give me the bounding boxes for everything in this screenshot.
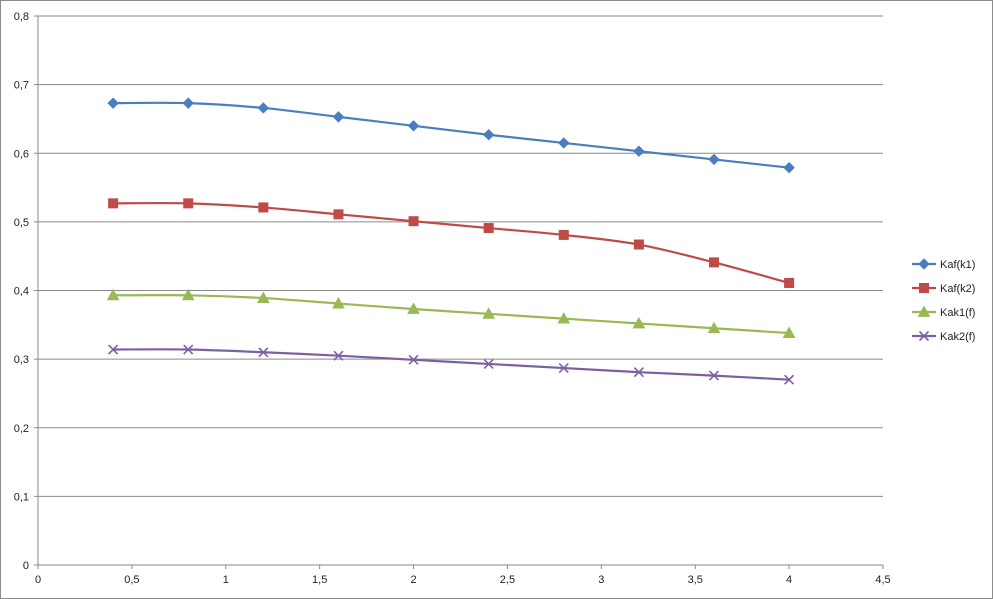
data-point [633,145,645,157]
data-point-stroke [108,344,119,355]
legend-label: Kaf(k2) [940,283,975,295]
y-tick-label: 0,5 [14,217,29,229]
data-point [407,302,420,314]
legend: Kaf(k1) Kaf(k2) Kak1(f) Kak2(f) [912,258,975,343]
data-point-stroke [708,370,720,381]
x-tick-label: 2 [410,574,416,586]
x-tick-label: 3,5 [688,574,703,586]
x-tick-label: 0,5 [124,574,139,586]
data-point [333,209,344,220]
y-tick-label: 0,2 [14,423,29,435]
legend-label: Kaf(k1) [940,259,975,271]
x-tick-label: 3 [598,574,604,586]
data-point [557,312,571,324]
data-point [107,97,119,109]
data-point [108,198,119,209]
data-point [784,374,795,385]
y-tick-label: 0 [23,560,29,572]
series-group [106,97,796,385]
y-tick-labels: 0 0,1 0,2 0,3 0,4 0,5 0,6 0,7 0,8 [14,11,29,572]
x-tick-labels: 0 0,5 1 1,5 2 2,5 3 3,5 4 4,5 [35,574,891,586]
data-point [408,354,419,365]
data-point [408,216,419,227]
y-tick-label: 0,1 [14,491,29,503]
legend-marker [918,258,930,270]
data-point [332,297,345,309]
series-Kak1(f) [106,288,796,338]
legend-item: Kak1(f) [912,305,975,319]
data-point-stroke [483,358,494,369]
data-point [407,120,420,132]
data-point [707,321,721,334]
x-tick-label: 2,5 [500,574,515,586]
legend-item: Kak2(f) [912,330,975,343]
data-point [257,102,270,114]
data-point [708,370,720,381]
y-tick-label: 0,7 [14,80,29,92]
data-point-stroke [333,350,344,361]
axes [34,15,884,569]
data-point [482,307,496,319]
data-point [183,344,194,355]
y-tick-label: 0,3 [14,354,29,366]
series-line [113,294,790,335]
series-Kaf(k1) [107,97,795,174]
series-Kak2(f) [108,344,795,385]
data-point-stroke [784,374,795,385]
series-Kaf(k2) [108,198,795,288]
data-point [483,223,494,234]
data-point [258,202,269,213]
data-point [182,97,194,109]
legend-label: Kak2(f) [940,331,975,343]
x-tick-label: 0 [35,574,41,586]
legend-item: Kaf(k2) [912,283,975,295]
data-point [108,344,119,355]
data-point-stroke [408,354,419,365]
legend-marker [917,305,931,317]
data-point [708,153,720,166]
data-point [482,129,495,141]
data-point [632,316,646,329]
data-point [106,288,120,301]
legend-marker [919,283,929,293]
x-tick-label: 1,5 [312,574,327,586]
x-tick-label: 1 [223,574,229,586]
data-point [784,277,795,288]
data-point [181,288,195,301]
legend-item: Kaf(k1) [912,258,975,271]
legend-marker [918,330,930,342]
x-tick-label: 4,5 [875,574,890,586]
data-point [782,326,796,338]
series-line [113,101,790,169]
data-point-stroke [258,347,269,358]
legend-marker-stroke [918,330,930,342]
data-point-stroke [183,344,194,355]
series-line [113,201,790,285]
grid-lines [38,15,883,497]
data-point [783,161,795,174]
series-line [113,348,790,381]
data-point [183,198,194,209]
y-tick-label: 0,8 [14,11,29,23]
data-point-stroke [633,367,644,378]
y-tick-label: 0,6 [14,148,29,160]
data-point [558,229,569,240]
legend-label: Kak1(f) [940,307,975,319]
data-point [483,358,494,369]
y-tick-label: 0,4 [14,286,29,298]
data-point [558,137,570,149]
data-point [633,367,644,378]
x-tick-label: 4 [786,574,792,586]
data-point [332,111,345,123]
data-point [558,362,569,374]
data-point [709,257,719,268]
data-point [256,291,270,303]
data-point [633,239,644,250]
data-point [333,350,344,361]
data-point [258,347,269,358]
data-point-stroke [558,362,569,374]
